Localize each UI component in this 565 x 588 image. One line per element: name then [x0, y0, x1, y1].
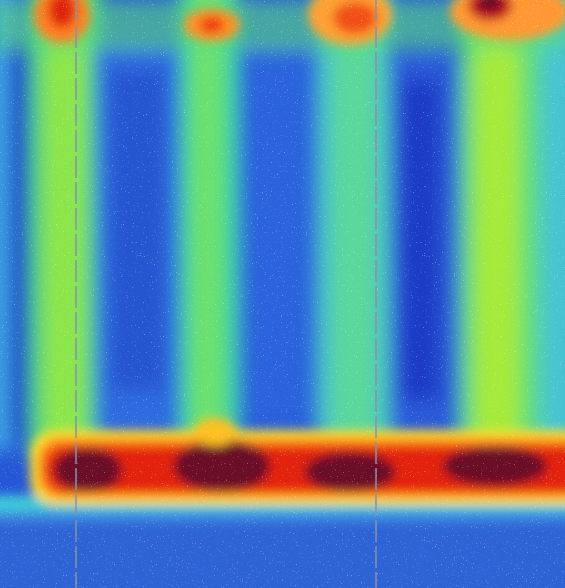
heatmap: [0, 0, 565, 588]
noise: [0, 0, 565, 588]
heat-field: [0, 0, 565, 588]
